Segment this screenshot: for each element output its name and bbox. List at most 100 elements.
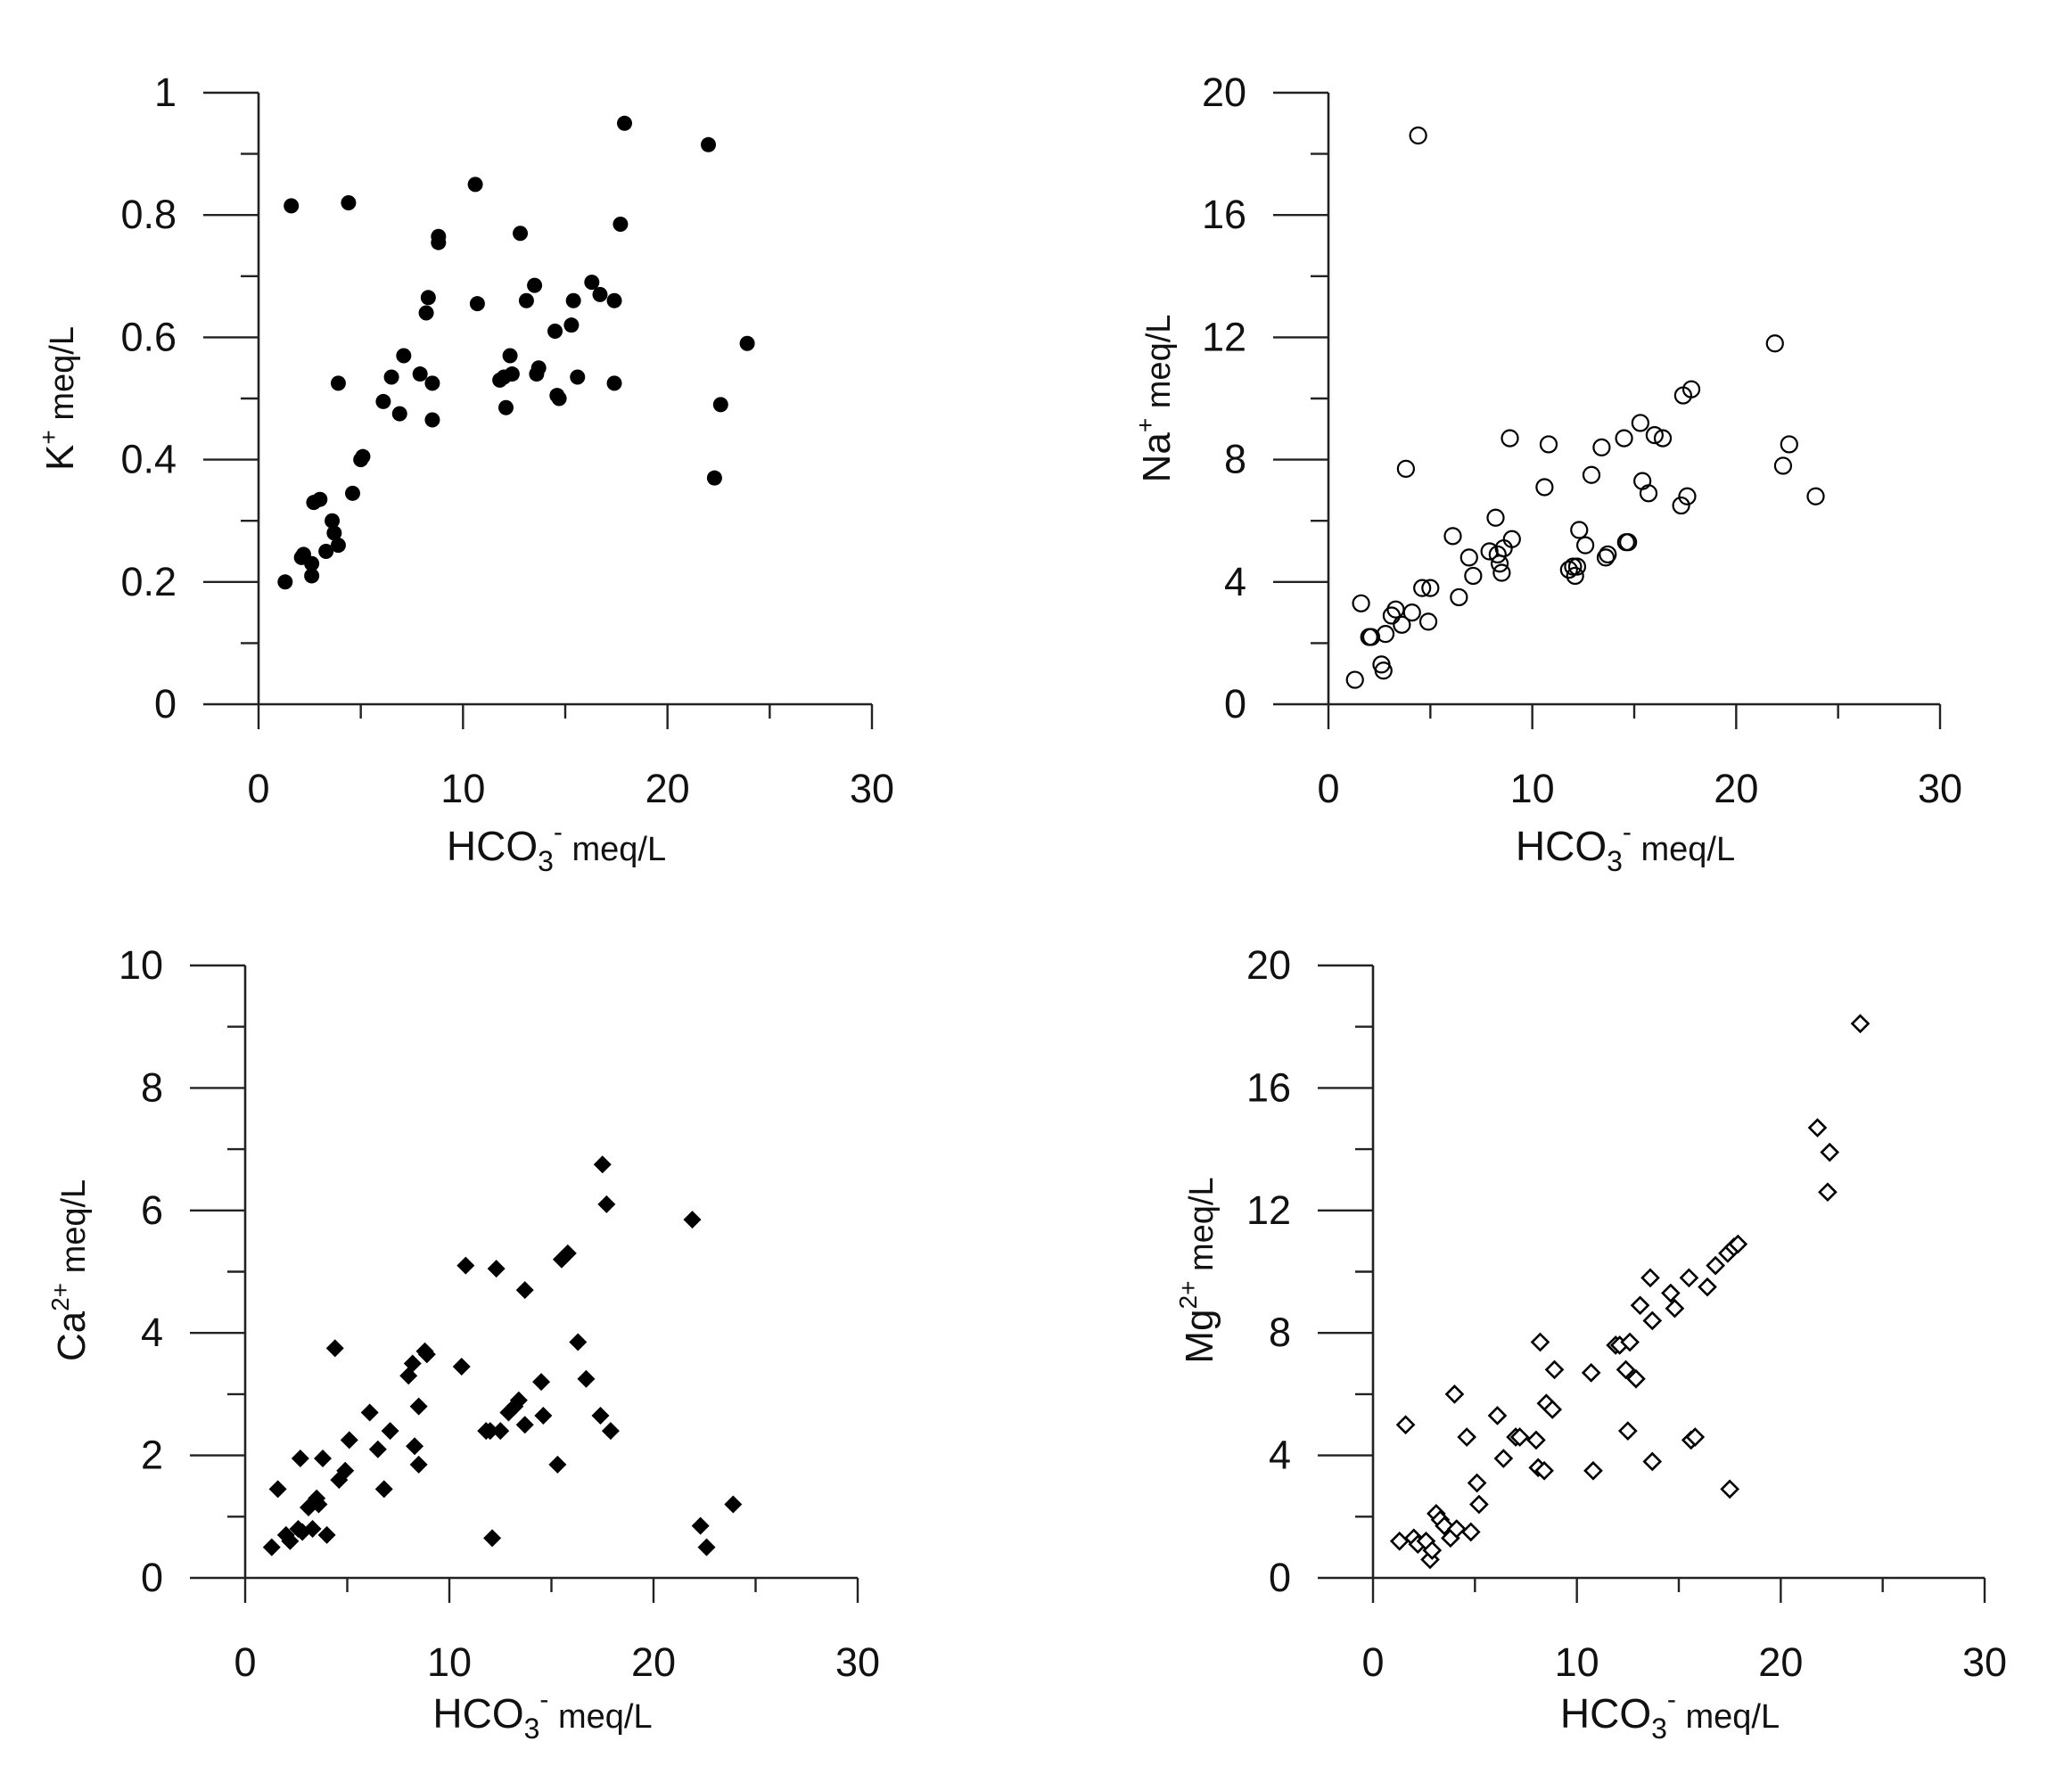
data-point [1639,484,1658,503]
data-point [1630,1295,1650,1316]
data-point [1616,1359,1636,1380]
data-point [1544,1359,1565,1380]
data-point [1642,1451,1663,1472]
data-point [277,574,293,590]
data-point [1457,1427,1477,1447]
data-point [1502,530,1521,548]
y-tick-label: 12 [1202,314,1246,359]
data-point [291,1450,309,1468]
data-point [1806,487,1825,505]
data-point [1464,566,1483,586]
x-tick-label: 30 [835,1639,880,1685]
data-point [1469,1494,1489,1515]
data-point [1633,472,1652,490]
data-point [1566,566,1584,586]
x-axis-label: HCO3- meq/L [1560,1685,1780,1745]
y-tick-label: 0.6 [120,314,177,359]
y-tick-label: 20 [1246,942,1291,988]
x-tick-label: 0 [1361,1639,1384,1685]
data-point [391,406,407,422]
data-point [467,177,483,193]
data-point [1581,1363,1601,1383]
data-point [504,366,520,382]
data-point [1422,1540,1443,1560]
y-axis-label: Mg2+ meq/L [1174,1177,1221,1363]
data-point [262,1538,281,1557]
data-point [1509,1427,1530,1447]
data-point [418,305,434,321]
data-point [1720,1479,1740,1499]
data-point [1376,625,1395,644]
data-point [1661,1283,1681,1303]
data-point [469,296,485,312]
data-point [1542,1400,1563,1419]
data-point [1653,429,1673,448]
data-point [1570,521,1589,539]
data-point [1665,1298,1685,1318]
data-point [396,348,412,364]
data-point [1728,1234,1748,1254]
data-point [431,228,447,244]
y-tick-label: 4 [1269,1433,1291,1478]
y-tick-label: 16 [1246,1064,1291,1110]
data-point [597,1195,616,1213]
data-point [591,1406,610,1425]
data-point [420,290,436,306]
y-tick-label: 2 [141,1433,163,1478]
data-point [409,1455,428,1474]
data-point [1615,429,1633,448]
data-point [565,292,581,308]
data-point [304,555,320,571]
y-axis-label: Ca2+ meq/L [46,1179,94,1361]
chart-panel-2: 0 4 8 12 16 20 0 10 20 30 HCO3- meq/L Na+ meq/L [1131,70,1962,877]
chart-panel-3: 0 2 4 6 8 10 0 10 20 30 HCO3- meq/L Ca2+ meq/L [46,942,880,1745]
data-point [1640,1268,1660,1288]
data-point [368,1440,387,1458]
data-point [284,198,300,214]
data-point [1389,1531,1410,1551]
data-point [551,390,567,407]
data-point [1493,1449,1514,1468]
x-tick-label: 30 [850,766,894,811]
data-point [317,1525,336,1544]
data-point [360,1403,379,1422]
x-axis-label: HCO3- meq/L [1516,817,1735,877]
data-point [340,1431,358,1450]
x-tick-label: 20 [631,1639,676,1685]
x-tick-label: 20 [1758,1639,1803,1685]
y-tick-label: 4 [141,1310,163,1355]
data-point [1393,615,1411,634]
data-point [1583,1460,1603,1481]
data-point [1450,587,1468,607]
data-point [1679,1268,1699,1288]
data-point [336,1461,355,1480]
data-point [1492,563,1511,582]
data-point [417,1345,436,1364]
data-point [314,1450,333,1468]
data-point [1459,548,1478,567]
data-point [691,1516,710,1535]
data-point [303,1520,322,1539]
data-point [491,1422,510,1441]
data-point [1446,1519,1467,1539]
y-tick-label: 20 [1202,70,1246,115]
data-point [487,1260,506,1278]
data-point [1619,533,1638,552]
data-point [1645,426,1664,445]
data-point [1698,1277,1717,1297]
data-point [1631,414,1649,432]
data-point [712,397,728,413]
data-point [1530,1332,1550,1352]
data-point [1773,456,1793,475]
chart-panel-4: 0 4 8 12 16 20 0 10 20 30 HCO3- meq/L Mg2+ meq/L [1174,942,2007,1745]
data-point [606,292,622,308]
data-point [1486,508,1505,527]
data-point [601,1422,620,1441]
data-point [683,1211,702,1229]
data-point [497,399,514,415]
y-tick-label: 16 [1202,192,1246,237]
data-point [1487,1406,1508,1425]
y-tick-label: 0.8 [120,192,177,237]
data-point [1345,670,1364,689]
